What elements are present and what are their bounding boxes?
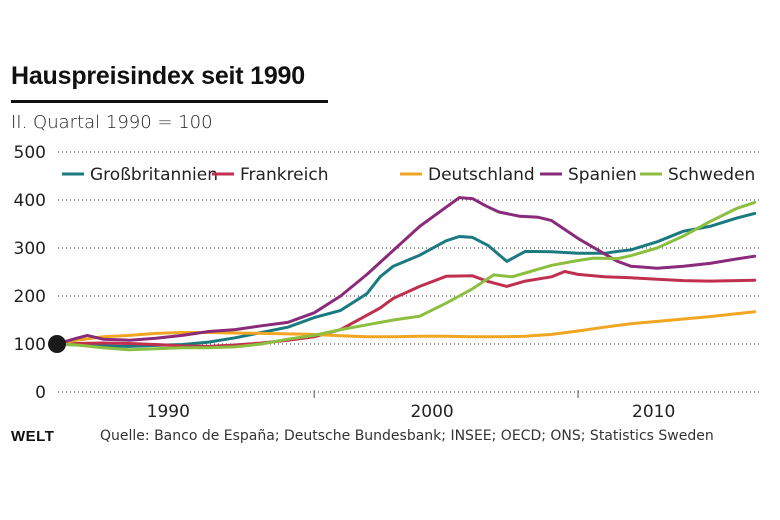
y-tick-label: 200 [14,287,46,307]
series-line-deutschland [55,310,757,346]
y-tick-label: 300 [14,239,46,259]
title-underline [11,100,328,103]
x-tick-label: 2000 [410,402,453,422]
y-axis-labels: 0 100 200 300 400 500 [14,143,46,403]
y-tick-label: 400 [14,191,46,211]
series-line-großbritannien [55,211,757,348]
legend-label: Spanien [568,165,637,185]
chart-subtitle: II. Quartal 1990 = 100 [11,112,213,133]
legend: Großbritannien Frankreich Deutschland Spani… [62,165,755,185]
series-line-schweden [55,200,757,352]
source-note: Quelle: Banco de España; Deutsche Bundes… [100,428,714,444]
legend-label: Deutschland [428,165,535,185]
legend-label: Großbritannien [90,165,218,185]
series-line-spanien [55,196,757,346]
gridlines [58,151,760,393]
series-lines [55,196,757,352]
series-line-frankreich [55,270,757,348]
legend-label: Schweden [668,165,755,185]
base-point-marker [48,335,66,353]
y-tick-label: 100 [14,335,46,355]
x-axis: 1990 2000 2010 [147,390,675,422]
y-tick-label: 0 [35,383,46,403]
y-tick-label: 500 [14,143,46,163]
x-tick-label: 2010 [632,402,675,422]
welt-logo: WELT [11,428,55,445]
x-tick-label: 1990 [147,402,190,422]
legend-label: Frankreich [240,165,329,185]
chart-title: Hauspreisindex seit 1990 [11,62,305,90]
